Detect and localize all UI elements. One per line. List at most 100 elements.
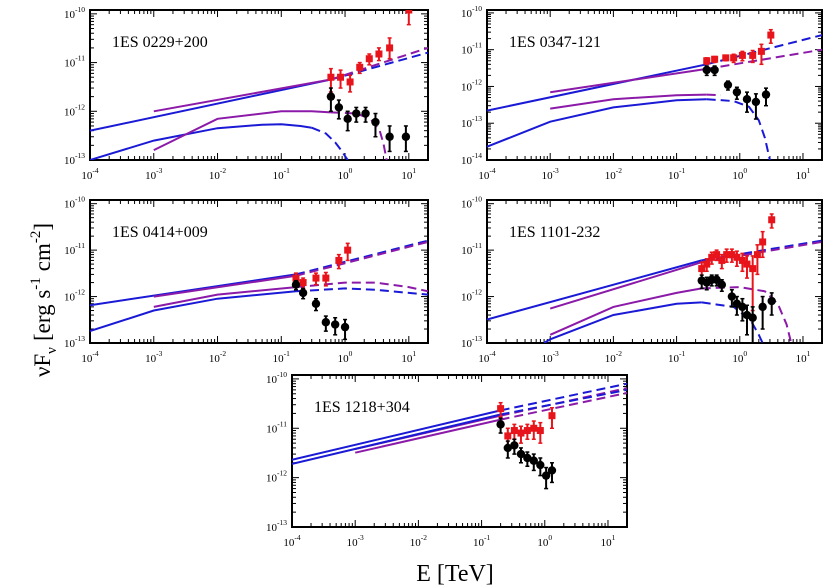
x-tick-label-base: 10 <box>81 170 93 182</box>
y-tick-label-exp: -11 <box>472 241 482 250</box>
x-tick-label-exp: -4 <box>294 533 300 542</box>
y-tick-label: 10-11 <box>461 41 482 57</box>
black-data-point <box>717 280 727 289</box>
black-data-point <box>710 65 719 75</box>
y-tick-label-base: 10 <box>461 245 473 257</box>
plot-frame <box>486 199 823 344</box>
x-tick-label-exp: -1 <box>284 349 290 358</box>
x-tick-label: 10-1 <box>273 166 290 182</box>
black-data-point <box>523 453 532 463</box>
y-tick-label: 10-12 <box>64 102 85 118</box>
y-tick-label-exp: -10 <box>472 195 482 204</box>
x-tick-label: 10-2 <box>209 166 226 182</box>
purple-solid-model-line <box>153 274 297 298</box>
blue-dashed-model-line <box>295 287 428 296</box>
y-tick-label-base: 10 <box>266 374 278 386</box>
y-axis-title: νFν [erg s-1 cm-2] <box>28 223 60 377</box>
purple-solid-model-line <box>550 67 707 94</box>
x-tick-label-base: 10 <box>601 537 613 549</box>
red-data-point <box>753 251 761 259</box>
x-tick-label-exp: -3 <box>156 166 162 175</box>
y-tick-label: 10-12 <box>461 77 482 93</box>
black-data-point <box>326 92 336 101</box>
red-data-point <box>768 216 776 224</box>
y-tick-label: 10-10 <box>64 5 85 21</box>
red-data-point <box>749 265 757 273</box>
blue-solid-model-line <box>292 413 501 465</box>
y-tick-label: 10-11 <box>64 241 85 257</box>
red-data-point <box>504 432 512 440</box>
y-tick-label-base: 10 <box>64 199 76 211</box>
black-data-point <box>751 97 761 107</box>
purple-solid-model-line <box>153 78 332 113</box>
x-tick-label-base: 10 <box>478 353 490 365</box>
x-ticks <box>89 10 429 160</box>
blue-dashed-model-line <box>295 239 428 276</box>
y-axis-title-sub-nu: ν <box>44 347 60 354</box>
x-tick-label-base: 10 <box>338 353 350 365</box>
x-tick-label-base: 10 <box>283 537 295 549</box>
black-data-point <box>510 441 519 450</box>
black-data-point <box>547 466 557 475</box>
blue-dashed-model-line <box>311 126 349 160</box>
red-data-point <box>292 274 300 282</box>
blue-solid-model-line <box>90 290 297 333</box>
x-tick-label: 10-1 <box>668 166 685 182</box>
x-tick-label: 10-2 <box>605 166 622 182</box>
panel-title: 1ES 1101-232 <box>509 224 600 241</box>
y-tick-label-base: 10 <box>461 155 473 167</box>
y-tick-label-exp: -11 <box>472 41 482 50</box>
x-tick-label: 10-3 <box>542 166 559 182</box>
y-tick-label: 10-12 <box>266 469 287 485</box>
x-tick-label-exp: -4 <box>92 349 98 358</box>
y-axis-title-nu: ν <box>30 367 55 377</box>
x-tick-label: 10-1 <box>668 349 685 365</box>
x-tick-label-base: 10 <box>273 170 285 182</box>
x-tick-label-base: 10 <box>209 353 221 365</box>
red-data-point <box>738 256 746 264</box>
x-tick-label-exp: -2 <box>616 349 622 358</box>
black-data-point <box>340 322 350 332</box>
x-tick-label-base: 10 <box>209 170 221 182</box>
y-tick-label-base: 10 <box>461 45 473 57</box>
y-tick-label: 10-11 <box>266 419 287 435</box>
x-tick-label-exp: -1 <box>679 166 685 175</box>
x-tick-label-base: 10 <box>81 353 93 365</box>
plot-area <box>487 213 822 343</box>
x-tick-label-base: 10 <box>668 353 680 365</box>
plot-frame <box>486 9 823 161</box>
red-data-point <box>759 238 767 246</box>
purple-dashed-model-line <box>500 391 627 421</box>
y-ticks <box>90 13 428 161</box>
y-tick-label-exp: -12 <box>277 469 287 478</box>
red-data-point <box>730 54 738 62</box>
panel-1es-1101: 10-4 10-3 10-2 10-1 100 10110-1310-1210-1110-… <box>461 195 823 365</box>
x-tick-label-exp: -3 <box>358 533 364 542</box>
x-ticks <box>89 200 429 343</box>
y-tick-label-exp: -12 <box>472 77 482 86</box>
y-axis-title-exp1: -1 <box>28 277 44 290</box>
x-tick-label-exp: -3 <box>156 349 162 358</box>
x-tick-label-exp: -2 <box>421 533 427 542</box>
x-tick-label-exp: -2 <box>220 166 226 175</box>
black-data-point <box>298 288 308 298</box>
black-data-point <box>738 302 747 312</box>
y-tick-label-exp: -12 <box>75 102 85 111</box>
x-tick-label-exp: 0 <box>743 166 747 175</box>
x-ticks <box>486 10 823 160</box>
red-data-point <box>386 44 394 52</box>
blue-dashed-model-line <box>500 382 627 412</box>
x-tick-label-base: 10 <box>473 537 485 549</box>
red-data-point <box>530 424 538 432</box>
x-tick-label: 10-2 <box>605 349 622 365</box>
red-data-point <box>728 251 736 259</box>
x-tick-label-exp: -1 <box>284 166 290 175</box>
y-tick-label-exp: -10 <box>75 195 85 204</box>
plot-frame <box>291 374 628 528</box>
x-tick-label-exp: 1 <box>612 533 616 542</box>
y-tick-label: 10-13 <box>461 334 482 350</box>
red-data-point <box>344 246 352 254</box>
y-tick-label-base: 10 <box>266 522 278 534</box>
x-tick-label: 101 <box>796 166 811 182</box>
x-tick-label: 100 <box>732 166 747 182</box>
